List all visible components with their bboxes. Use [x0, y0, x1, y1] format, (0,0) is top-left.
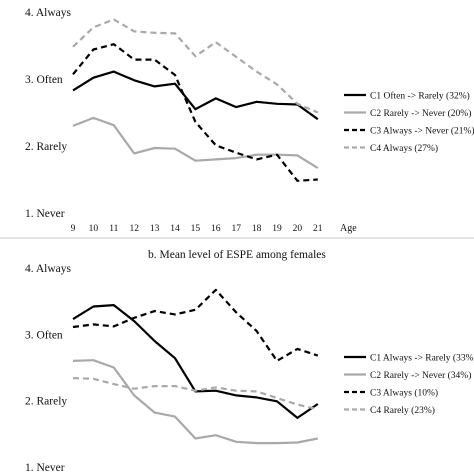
chart-title: b. Mean level of ESPE among females	[148, 249, 326, 261]
series-line-3	[72, 43, 318, 182]
series-line-2	[72, 116, 319, 170]
x-axis-label: Age	[340, 223, 357, 234]
legend-label: C3 Always -> Never (21%)	[370, 126, 474, 137]
y-tick-label: 1. Never	[25, 462, 65, 474]
x-tick-label: 20	[293, 224, 303, 234]
x-tick-label: 11	[109, 224, 118, 234]
legend-label: C4 Always (27%)	[370, 143, 438, 154]
series-line-1	[72, 70, 319, 121]
x-tick-label: 10	[89, 224, 99, 234]
x-tick-label: 9	[71, 224, 76, 234]
y-tick-label: 2. Rarely	[25, 396, 67, 408]
x-tick-label: 19	[272, 224, 282, 234]
legend-label: C1 Always -> Rarely (33%)	[370, 353, 474, 364]
y-tick-label: 3. Often	[25, 329, 63, 341]
x-tick-label: 15	[191, 224, 201, 234]
series-line-3	[72, 288, 319, 362]
chart-panel-a: 1. Never 2. Rarely 3. Often 4. Always 9 10 11 1…	[25, 7, 474, 234]
legend-label: C2 Rarely -> Never (34%)	[370, 370, 471, 381]
legend-label: C2 Rarely -> Never (20%)	[370, 108, 471, 119]
legend-label: C4 Rarely (23%)	[370, 405, 435, 416]
x-tick-label: 13	[150, 224, 160, 234]
chart-panel-b: b. Mean level of ESPE among females 1. Ne…	[25, 249, 474, 474]
y-tick-label: 4. Always	[25, 263, 72, 275]
y-tick-label: 1. Never	[25, 208, 65, 220]
x-tick-label: 14	[170, 224, 180, 234]
x-tick-label: 17	[231, 224, 241, 234]
series-line-4	[72, 377, 319, 411]
x-tick-label: 18	[252, 224, 262, 234]
x-tick-label: 21	[313, 224, 323, 234]
x-tick-label: 12	[129, 224, 139, 234]
y-tick-label: 2. Rarely	[25, 141, 67, 153]
series-line-2	[72, 359, 319, 445]
series-line-1	[72, 304, 319, 419]
y-tick-label: 4. Always	[25, 7, 72, 19]
series-line-4	[72, 18, 319, 114]
legend-label: C1 Often -> Rarely (32%)	[370, 91, 470, 102]
y-tick-label: 3. Often	[25, 74, 63, 86]
legend-label: C3 Always (10%)	[370, 388, 438, 399]
x-tick-label: 16	[211, 224, 221, 234]
